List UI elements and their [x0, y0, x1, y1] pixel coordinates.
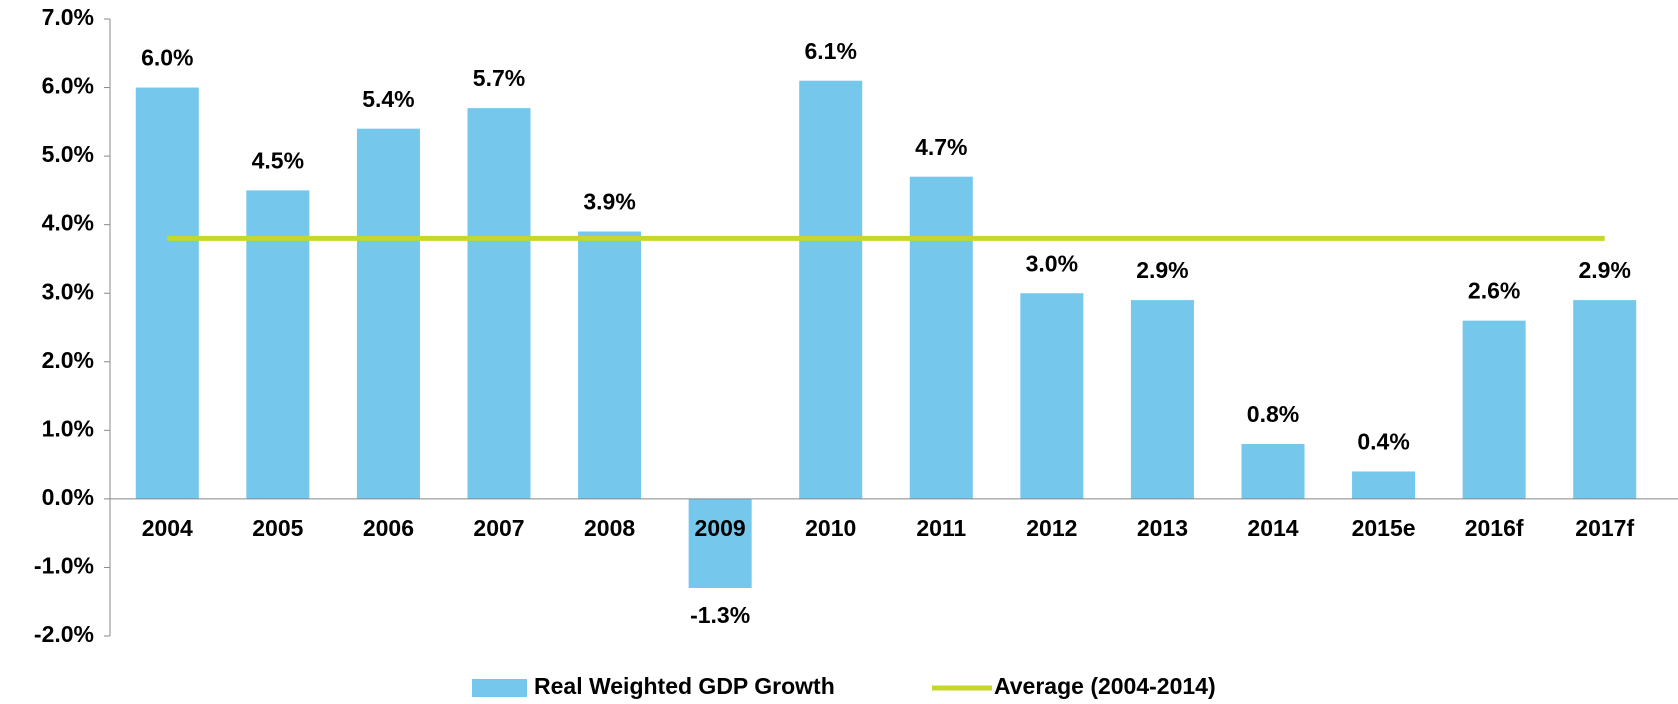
- bar: [909, 176, 973, 499]
- legend-label: Real Weighted GDP Growth: [534, 673, 835, 699]
- bar: [467, 108, 531, 499]
- data-label: 2.9%: [1136, 257, 1188, 283]
- x-tick-label: 2007: [473, 515, 524, 541]
- x-tick-label: 2011: [916, 515, 966, 541]
- data-label: 3.9%: [583, 189, 635, 215]
- data-label: 3.0%: [1026, 250, 1078, 276]
- data-label: 0.4%: [1357, 429, 1409, 455]
- bar: [1241, 444, 1305, 499]
- data-label: 6.0%: [141, 45, 193, 71]
- y-tick-label: -1.0%: [34, 553, 94, 579]
- data-label: -1.3%: [690, 602, 750, 628]
- x-tick-label: 2014: [1247, 515, 1298, 541]
- legend-label: Average (2004-2014): [994, 673, 1216, 699]
- bar: [246, 190, 310, 499]
- y-tick-label: 7.0%: [42, 4, 94, 30]
- x-tick-label: 2004: [142, 515, 193, 541]
- y-tick-label: 4.0%: [42, 210, 94, 236]
- bar: [688, 498, 752, 589]
- bar: [1020, 293, 1084, 499]
- y-tick-label: 5.0%: [42, 141, 94, 167]
- bar: [1573, 300, 1637, 499]
- x-tick-label: 2017f: [1575, 515, 1634, 541]
- bar: [356, 128, 420, 499]
- x-tick-label: 2006: [363, 515, 414, 541]
- data-label: 4.5%: [252, 147, 304, 173]
- y-tick-label: 6.0%: [42, 73, 94, 99]
- x-tick-label: 2008: [584, 515, 635, 541]
- y-tick-label: 2.0%: [42, 347, 94, 373]
- y-tick-label: 1.0%: [42, 415, 94, 441]
- bar: [1462, 320, 1526, 499]
- y-tick-label: -2.0%: [34, 621, 94, 647]
- bar: [135, 87, 199, 499]
- bar: [578, 231, 642, 499]
- data-label: 5.4%: [362, 86, 414, 112]
- x-tick-label: 2009: [695, 515, 746, 541]
- x-tick-label: 2016f: [1465, 515, 1524, 541]
- data-label: 6.1%: [804, 38, 856, 64]
- x-tick-label: 2005: [252, 515, 303, 541]
- data-label: 0.8%: [1247, 401, 1299, 427]
- bar: [799, 80, 863, 499]
- data-label: 2.9%: [1578, 257, 1630, 283]
- legend-swatch: [472, 679, 527, 697]
- data-label: 4.7%: [915, 134, 967, 160]
- data-label: 5.7%: [473, 65, 525, 91]
- y-tick-label: 3.0%: [42, 278, 94, 304]
- y-tick-label: 0.0%: [42, 484, 94, 510]
- x-tick-label: 2015e: [1352, 515, 1416, 541]
- data-label: 2.6%: [1468, 278, 1520, 304]
- x-tick-label: 2010: [805, 515, 856, 541]
- bar: [1352, 471, 1416, 499]
- x-tick-label: 2013: [1137, 515, 1188, 541]
- x-tick-label: 2012: [1026, 515, 1077, 541]
- bar: [1130, 300, 1194, 499]
